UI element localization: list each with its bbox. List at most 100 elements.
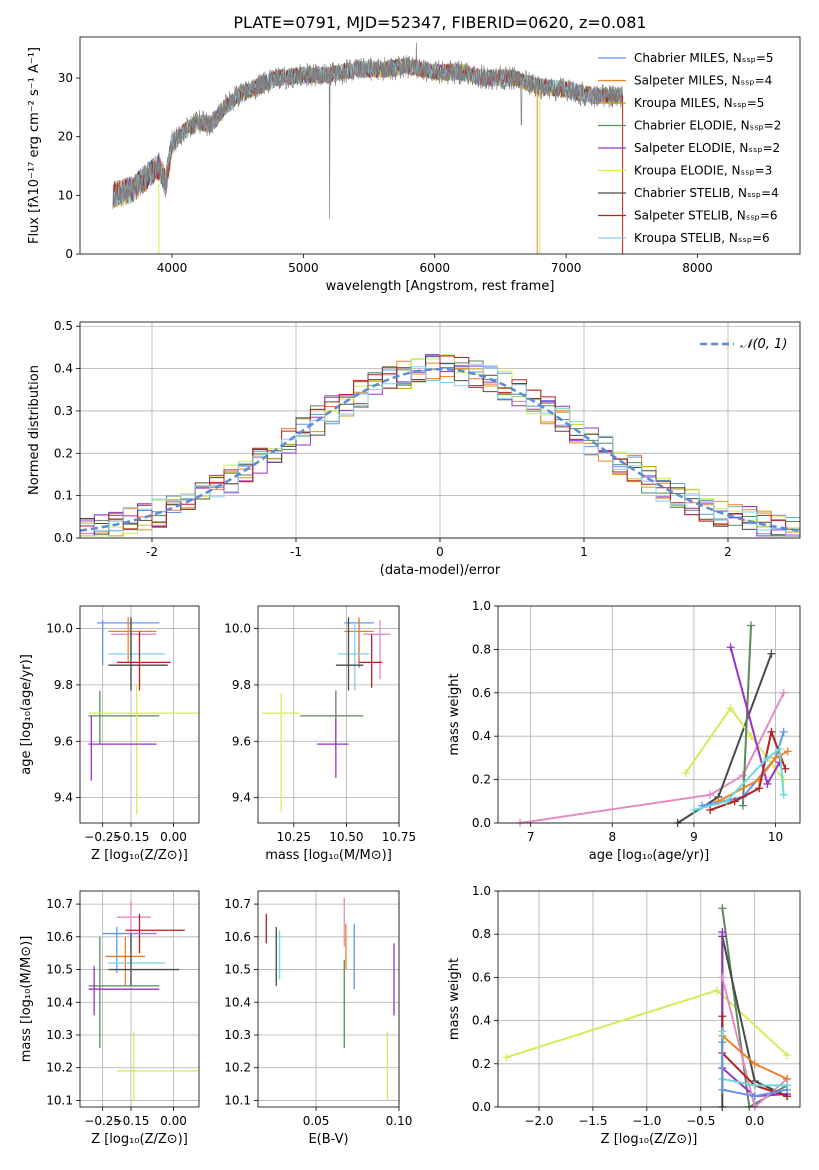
x-tick-label: 9	[690, 830, 698, 844]
x-tick-label: 2	[724, 545, 732, 559]
weight-point-marker	[681, 769, 690, 778]
errorbar-point	[108, 617, 168, 691]
x-tick-label: 7000	[551, 261, 582, 275]
legend-label: Salpeter MILES, Nₛₛₚ=4	[634, 74, 772, 88]
errorbar-point	[88, 936, 160, 1049]
weight-point-marker	[779, 775, 788, 784]
y-tick-label: 9.8	[232, 678, 251, 692]
y-tick-label: 10.7	[46, 897, 73, 911]
y-tick-label: 10.2	[46, 1061, 73, 1075]
weight-point-marker	[718, 1012, 727, 1021]
y-tick-label: 0	[65, 247, 73, 261]
weight-point-marker	[722, 797, 731, 806]
plot-frame	[79, 890, 200, 1108]
plot-frame	[497, 890, 801, 1108]
weight-point-marker	[783, 1051, 792, 1060]
weight-point-marker	[730, 797, 739, 806]
x-axis-label: wavelength [Angstrom, rest frame]	[326, 279, 555, 294]
y-tick-label: 9.4	[54, 791, 73, 805]
weight-point-marker	[763, 753, 772, 762]
weight-point-marker	[783, 747, 792, 756]
x-tick-label: −1.0	[632, 1114, 661, 1128]
y-axis-label: mass weight	[447, 958, 462, 1040]
y-tick-label: 0.6	[472, 970, 491, 984]
x-tick-label: 4000	[157, 261, 188, 275]
y-tick-label: 20	[58, 130, 73, 144]
weight-point-marker	[750, 1059, 759, 1068]
weight-point-marker	[718, 1027, 727, 1036]
plot-frame	[257, 605, 400, 824]
errorbar-point	[300, 690, 364, 750]
y-tick-label: 0.0	[472, 816, 491, 830]
plot-frame	[497, 605, 801, 824]
y-tick-label: 9.6	[232, 734, 251, 748]
weight-point-marker	[750, 1081, 759, 1090]
legend-label: 𝒩(0, 1)	[740, 337, 787, 352]
y-tick-label: 10.6	[46, 930, 73, 944]
x-tick-label: 1	[580, 545, 588, 559]
errorbar-point	[102, 927, 157, 973]
legend-label: Kroupa STELIB, Nₛₛₚ=6	[634, 231, 770, 245]
x-tick-label: 0	[436, 545, 444, 559]
x-tick-label: 10.50	[329, 830, 363, 844]
errorbar-point	[108, 933, 180, 986]
weight-point-marker	[779, 727, 788, 736]
y-tick-label: 10.1	[46, 1093, 73, 1107]
weight-point-marker	[502, 1053, 511, 1062]
x-tick-label: −0.15	[113, 830, 150, 844]
weight-point-marker	[763, 779, 772, 788]
x-tick-label: 5000	[288, 261, 319, 275]
plot-frame	[79, 36, 801, 255]
x-axis-label: mass [log₁₀(M/M⊙)]	[265, 848, 392, 863]
errorbar-point	[337, 622, 370, 691]
histogram-step	[80, 363, 800, 537]
x-tick-label: 8	[608, 830, 616, 844]
x-tick-label: −0.25	[84, 830, 121, 844]
legend-label: Kroupa ELODIE, Nₛₛₚ=3	[634, 164, 772, 178]
x-tick-label: 7	[527, 830, 535, 844]
plot-frame	[79, 605, 200, 824]
weight-point-marker	[779, 790, 788, 799]
errorbar-point	[88, 966, 160, 1016]
y-tick-label: 0.2	[472, 773, 491, 787]
y-tick-label: 10.7	[224, 897, 251, 911]
errorbar-point	[335, 617, 364, 691]
y-tick-label: 0.2	[472, 1057, 491, 1071]
legend-label: Chabrier ELODIE, Nₛₛₚ=2	[634, 119, 781, 133]
weight-series-line	[717, 750, 789, 803]
weight-point-marker	[781, 764, 790, 773]
weight-series-line	[721, 1042, 788, 1098]
x-tick-label: 0.10	[386, 1114, 413, 1128]
y-tick-label: 0.4	[54, 362, 73, 376]
errorbar-point	[108, 617, 157, 663]
x-tick-label: 10.75	[382, 830, 416, 844]
errorbar-point	[262, 693, 301, 812]
errorbar-point	[316, 718, 349, 778]
y-tick-label: 0.1	[54, 489, 73, 503]
errorbar-point	[359, 634, 383, 688]
x-tick-label: -2	[146, 545, 158, 559]
y-tick-label: 0.8	[472, 927, 491, 941]
y-tick-label: 0.0	[54, 531, 73, 545]
y-tick-label: 0.4	[472, 1014, 491, 1028]
weight-point-marker	[718, 1038, 727, 1047]
spectrum-lines	[112, 42, 624, 254]
errorbar-point	[88, 690, 160, 745]
x-tick-label: −2.0	[524, 1114, 553, 1128]
y-tick-label: 10.5	[46, 963, 73, 977]
errorbar-point	[116, 900, 151, 947]
x-axis-label: E(B-V)	[308, 1132, 348, 1147]
weight-point-marker	[738, 801, 747, 810]
x-axis-label: Z [log₁₀(Z/Z⊙)]	[601, 1132, 698, 1147]
errorbar-point	[116, 1031, 199, 1101]
y-tick-label: 0.4	[472, 729, 491, 743]
legend-label: Salpeter STELIB, Nₛₛₚ=6	[634, 209, 778, 223]
weight-point-marker	[750, 1092, 759, 1101]
y-tick-label: 0.8	[472, 642, 491, 656]
weight-point-marker	[755, 784, 764, 793]
y-tick-label: 10.3	[224, 1028, 251, 1042]
weight-point-marker	[783, 1085, 792, 1094]
weight-point-marker	[767, 727, 776, 736]
y-tick-label: 10.4	[46, 995, 73, 1009]
